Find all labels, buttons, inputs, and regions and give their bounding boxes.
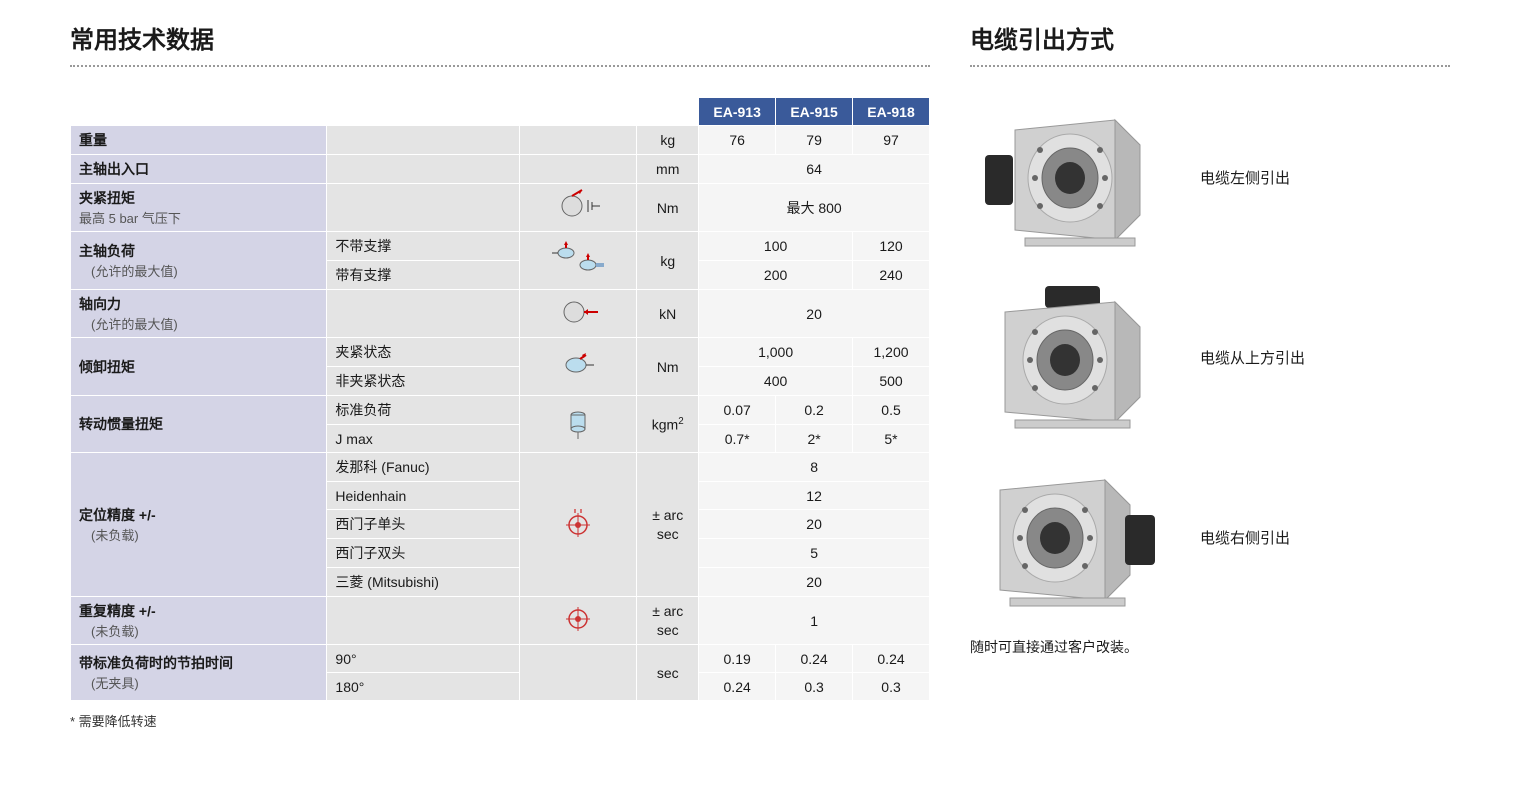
spec-table: EA-913 EA-915 EA-918 重量 kg 76 79 97 主轴出入… <box>70 97 930 701</box>
repeat-icon <box>548 601 608 637</box>
model-header-1: EA-915 <box>776 98 853 126</box>
tech-data-section: 常用技术数据 EA-913 EA-915 EA-918 重量 kg 76 79 … <box>70 20 930 730</box>
motor-right-icon <box>975 460 1165 615</box>
cable-right-label: 电缆右侧引出 <box>1200 527 1290 548</box>
row-tilt-1: 倾卸扭矩 夹紧状态 Nm 1,000 1,200 <box>71 338 930 367</box>
cable-top-label: 电缆从上方引出 <box>1200 347 1305 368</box>
row-clamp: 夹紧扭矩最高 5 bar 气压下 Nm 最大 800 <box>71 184 930 232</box>
clamp-icon <box>548 188 608 224</box>
cable-note: 随时可直接通过客户改装。 <box>970 637 1450 657</box>
divider <box>70 65 930 67</box>
divider <box>970 65 1450 67</box>
model-header-0: EA-913 <box>699 98 776 126</box>
row-repeat: 重复精度 +/-(未负载) ± arc sec 1 <box>71 597 930 645</box>
cable-left-label: 电缆左侧引出 <box>1200 167 1290 188</box>
inertia-icon <box>548 405 608 441</box>
axial-icon <box>548 294 608 330</box>
row-inertia-1: 转动惯量扭矩 标准负荷 kgm2 0.07 0.2 0.5 <box>71 396 930 425</box>
footnote: * 需要降低转速 <box>70 711 930 730</box>
row-axial: 轴向力(允许的最大值) kN 20 <box>71 290 930 338</box>
position-icon <box>548 505 608 541</box>
model-header-2: EA-918 <box>853 98 930 126</box>
cable-right-item: 电缆右侧引出 <box>970 457 1450 617</box>
row-position-1: 定位精度 +/-(未负载) 发那科 (Fanuc) ± arc sec 8 <box>71 453 930 482</box>
row-spindle: 主轴出入口 mm 64 <box>71 155 930 184</box>
load-icon <box>548 241 608 277</box>
row-weight: 重量 kg 76 79 97 <box>71 126 930 155</box>
row-load-1: 主轴负荷(允许的最大值) 不带支撑 kg 100 120 <box>71 232 930 261</box>
cable-top-item: 电缆从上方引出 <box>970 277 1450 437</box>
motor-top-icon <box>975 280 1165 435</box>
cable-title: 电缆引出方式 <box>970 20 1450 55</box>
row-cycle-1: 带标准负荷时的节拍时间(无夹具) 90° sec 0.19 0.24 0.24 <box>71 645 930 673</box>
cable-left-item: 电缆左侧引出 <box>970 97 1450 257</box>
tilt-icon <box>548 347 608 383</box>
motor-left-icon <box>975 100 1165 255</box>
cable-section: 电缆引出方式 电缆左侧引出 <box>970 20 1450 730</box>
tech-data-title: 常用技术数据 <box>70 20 930 55</box>
